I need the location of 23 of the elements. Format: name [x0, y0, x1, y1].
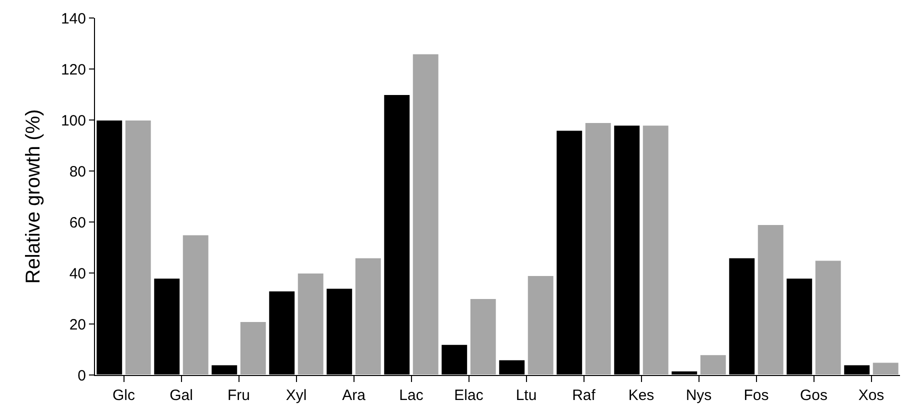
y-axis-title: Relative growth (%) [22, 109, 44, 284]
x-tick-label: Raf [572, 387, 596, 404]
x-tick-label: Ara [342, 387, 366, 404]
y-tick-label: 120 [60, 61, 86, 78]
x-tick-label: Gal [170, 387, 193, 404]
x-tick-label: Kes [628, 387, 654, 404]
y-tick-label: 60 [69, 214, 86, 232]
x-tick-label: Elac [454, 387, 484, 404]
x-tick-label: Fos [744, 387, 769, 404]
x-tick-label: Glc [112, 387, 136, 404]
x-tick-label: Nys [686, 387, 712, 404]
y-tick-label: 40 [69, 265, 86, 282]
x-tick-label: Fru [228, 387, 250, 404]
x-tick-label: Xos [858, 387, 884, 404]
y-tick-label: 80 [69, 163, 86, 180]
x-tick-label: Lac [399, 387, 424, 404]
y-tick-label: 20 [69, 316, 86, 334]
y-tick-label: 0 [78, 367, 86, 384]
x-tick-label: Xyl [286, 387, 307, 404]
y-tick-label: 100 [60, 112, 86, 130]
x-tick-label: Gos [800, 387, 828, 404]
y-tick-label: 140 [60, 10, 86, 28]
x-tick-label: Ltu [516, 387, 537, 404]
